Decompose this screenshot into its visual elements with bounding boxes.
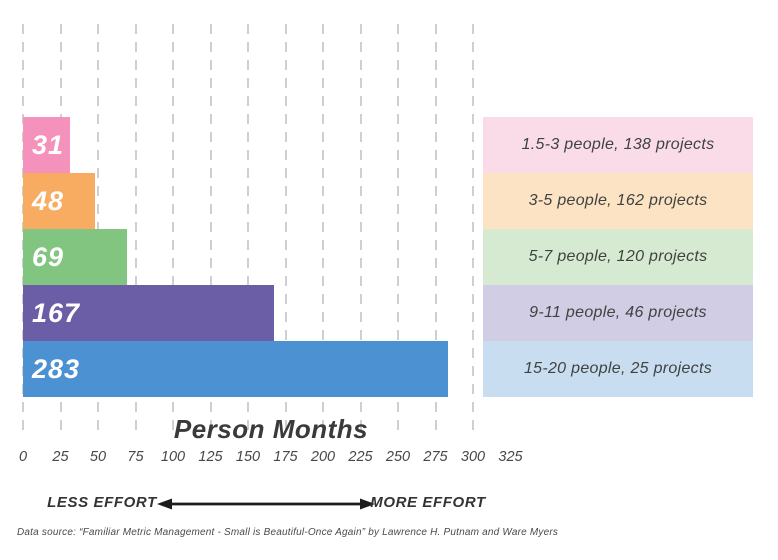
legend-row-label: 15-20 people, 25 projects bbox=[523, 360, 713, 377]
x-tick-label: 300 bbox=[460, 449, 486, 465]
x-tick-label: 275 bbox=[423, 449, 448, 465]
gridline bbox=[322, 24, 324, 437]
legend-row: 9-11 people, 46 projects bbox=[483, 285, 753, 341]
bar-value-label: 48 bbox=[32, 185, 65, 216]
x-tick-label: 125 bbox=[198, 449, 223, 465]
x-tick-label: 75 bbox=[127, 449, 144, 465]
x-tick-label: 225 bbox=[348, 449, 373, 465]
more-effort-label: MORE EFFORT bbox=[370, 494, 486, 511]
legend-row: 1.5-3 people, 138 projects bbox=[483, 117, 753, 173]
data-source-caption: Data source: “Familiar Metric Management… bbox=[17, 527, 559, 538]
legend-row: 5-7 people, 120 projects bbox=[483, 229, 753, 285]
gridline bbox=[434, 24, 437, 437]
legend-row-label: 9-11 people, 46 projects bbox=[529, 304, 707, 321]
bar-value-label: 167 bbox=[32, 297, 81, 328]
bar-row: 31 bbox=[23, 117, 70, 173]
x-tick-label: 0 bbox=[18, 449, 28, 465]
x-tick-label: 200 bbox=[310, 449, 336, 465]
bar-value-label: 31 bbox=[32, 129, 65, 160]
x-tick-label: 25 bbox=[52, 449, 69, 465]
gridline bbox=[359, 24, 362, 437]
legend-row-label: 5-7 people, 120 projects bbox=[528, 248, 708, 265]
x-tick-label: 100 bbox=[160, 449, 186, 465]
gridline bbox=[172, 24, 174, 437]
x-tick-label: 325 bbox=[498, 449, 523, 465]
x-axis-title: Person Months bbox=[173, 414, 369, 444]
gridline bbox=[134, 24, 137, 437]
bar-row: 48 bbox=[23, 173, 95, 229]
x-tick-label: 150 bbox=[235, 449, 261, 465]
bar-row: 69 bbox=[23, 229, 127, 285]
double-headed-arrow-icon bbox=[157, 498, 375, 510]
bar-row: 283 bbox=[23, 341, 448, 397]
x-tick-label: 250 bbox=[385, 449, 411, 465]
x-tick-label: 175 bbox=[273, 449, 298, 465]
bar-value-label: 69 bbox=[32, 241, 65, 272]
gridline bbox=[284, 24, 287, 437]
less-effort-label: LESS EFFORT bbox=[47, 494, 157, 511]
legend-row-label: 3-5 people, 162 projects bbox=[528, 192, 708, 209]
legend-panel: 1.5-3 people, 138 projects 3-5 people, 16… bbox=[483, 117, 753, 397]
bar-value-label: 283 bbox=[32, 353, 81, 384]
gridline bbox=[209, 24, 212, 437]
legend-row: 3-5 people, 162 projects bbox=[483, 173, 753, 229]
bar-row: 167 bbox=[23, 285, 274, 341]
x-tick-label: 50 bbox=[89, 449, 107, 465]
gridline bbox=[397, 24, 399, 437]
gridline bbox=[247, 24, 249, 437]
legend-row: 15-20 people, 25 projects bbox=[483, 341, 753, 397]
legend-row-label: 1.5-3 people, 138 projects bbox=[521, 136, 715, 153]
gridline bbox=[472, 24, 474, 437]
